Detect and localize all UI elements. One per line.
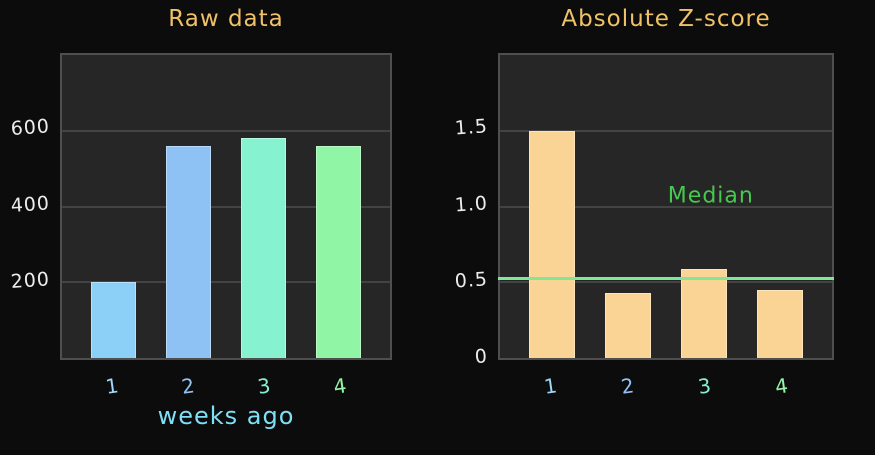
bar-week-4 [316,145,361,358]
y-tick-label-1.5: 1.5 [454,114,489,140]
x-tick-label-3: 3 [256,373,272,399]
gridlines [62,55,390,358]
bars-group [62,55,390,358]
gridline-y-1.5 [500,129,832,132]
bar-slot-4 [301,55,376,358]
gridline-y-0.5 [500,281,832,284]
bar-week-3 [241,138,286,358]
gridline-y-600 [62,129,390,132]
bar-week-3 [681,268,727,358]
y-tick-label-400: 400 [10,191,51,217]
x-axis-ticks: 1 2 3 4 [512,373,820,399]
x-tick-label-4: 4 [773,373,790,399]
bars-group [500,55,832,358]
gridline-y-200 [62,281,390,284]
bar-week-1 [91,282,136,358]
y-tick-label-600: 600 [10,115,51,140]
chart-raw-data: Raw data 1 2 3 4 weeks ago 200 400 600 [0,0,437,455]
median-annotation-label: Median [667,183,754,209]
bar-week-2 [605,292,651,358]
x-tick-label-3: 3 [696,373,713,399]
bar-slot-3 [226,55,301,358]
x-tick-label-1: 1 [542,373,559,399]
bar-slot-1 [76,55,151,358]
gridline-y-400 [62,205,390,208]
bar-week-2 [166,145,211,358]
x-tick-label-1: 1 [104,373,120,399]
y-tick-label-200: 200 [10,268,51,294]
bar-slot-1 [514,55,590,358]
plot-area-raw-data [60,53,392,360]
bar-week-4 [757,289,803,358]
y-tick-label-1.0: 1.0 [454,191,489,217]
x-axis-label: weeks ago [157,402,295,430]
bar-week-1 [529,130,575,358]
chart-absolute-zscore: Absolute Z-score Median 1 2 3 4 0 0.5 1.0 1.5 [437,0,875,455]
bar-slot-2 [151,55,226,358]
y-tick-label-0.5: 0.5 [454,268,489,293]
gridlines [500,55,832,358]
gridline-y-1.0 [500,205,832,208]
median-line [498,277,834,281]
plot-area-absolute-zscore: Median [498,53,834,360]
bar-slot-2 [590,55,666,358]
bar-slot-4 [742,55,818,358]
y-tick-label-0: 0 [474,345,489,369]
x-tick-label-2: 2 [619,373,636,399]
bar-slot-3 [666,55,742,358]
chart-title-absolute-zscore: Absolute Z-score [561,6,771,32]
chart-title-raw-data: Raw data [168,6,284,32]
x-tick-label-4: 4 [332,373,348,399]
x-axis-ticks: 1 2 3 4 [74,373,378,399]
x-tick-label-2: 2 [180,373,196,399]
